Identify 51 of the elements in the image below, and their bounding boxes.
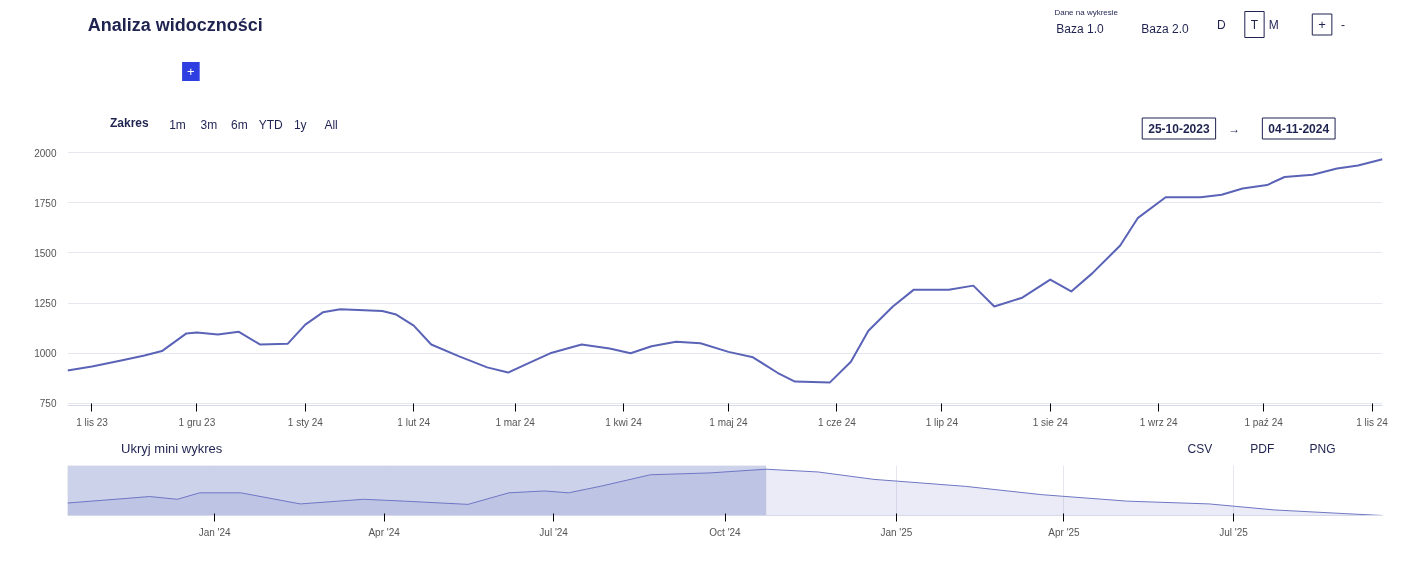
chart-title: Analiza widoczności (87, 14, 263, 35)
y-tick-label: 1250 (34, 298, 57, 310)
text: Zakres (110, 115, 150, 130)
x-tick-label: 1 mar 24 (495, 416, 536, 428)
x-tick-label: 1 lis 23 (76, 416, 109, 428)
x-tick-label: Jul '24 (539, 526, 569, 538)
x-tick-label: 1 sty 24 (287, 416, 324, 428)
line-series (67, 158, 1383, 384)
text: All (324, 117, 338, 132)
text: 3m (200, 117, 218, 132)
x-tick-label: Oct '24 (709, 526, 742, 538)
text: T (1250, 17, 1259, 32)
x-tick-label: 1 gru 23 (178, 416, 216, 428)
text: - (1340, 18, 1345, 32)
x-tick-label: Apr '25 (1048, 526, 1081, 538)
x-tick-label: Apr '24 (368, 526, 401, 538)
text: + (1318, 17, 1326, 32)
x-tick-label: 1 lip 24 (925, 416, 959, 428)
y-tick-label: 1750 (34, 197, 57, 209)
text: D (1217, 17, 1227, 32)
text: 6m (231, 117, 248, 132)
text: Dane na wykresie (1054, 8, 1119, 17)
x-tick-label: Jul '25 (1219, 526, 1249, 538)
y-tick-label: 750 (39, 398, 57, 410)
text: PDF (1250, 441, 1275, 456)
x-tick-label: Jan '25 (880, 526, 913, 538)
text: YTD (258, 117, 284, 132)
text: + (187, 64, 195, 79)
x-tick-label: 1 paź 24 (1244, 416, 1284, 428)
y-tick-label: 1500 (34, 247, 57, 259)
text: M (1268, 17, 1279, 32)
x-tick-label: 1 sie 24 (1032, 416, 1069, 428)
text: Baza 2.0 (1141, 21, 1189, 36)
text: 04-11-2024 (1268, 122, 1330, 136)
y-tick-label: 1000 (34, 348, 57, 360)
x-tick-label: 1 kwi 24 (605, 416, 643, 428)
text: → (1228, 121, 1241, 136)
x-tick-label: 1 wrz 24 (1139, 416, 1179, 428)
x-tick-label: 1 lis 24 (1356, 416, 1389, 428)
text: Ukryj mini wykres (121, 441, 223, 456)
x-tick-label: Jan '24 (198, 526, 232, 538)
text: 1m (169, 117, 186, 132)
text: Baza 1.0 (1056, 21, 1104, 36)
y-tick-label: 2000 (34, 147, 57, 159)
x-tick-label: 1 maj 24 (709, 416, 749, 428)
text: 25-10-2023 (1148, 122, 1210, 136)
text: PNG (1309, 441, 1336, 456)
x-tick-label: 1 lut 24 (397, 416, 431, 428)
text: CSV (1187, 441, 1213, 456)
text: 1y (293, 117, 307, 132)
x-tick-label: 1 cze 24 (818, 416, 857, 428)
